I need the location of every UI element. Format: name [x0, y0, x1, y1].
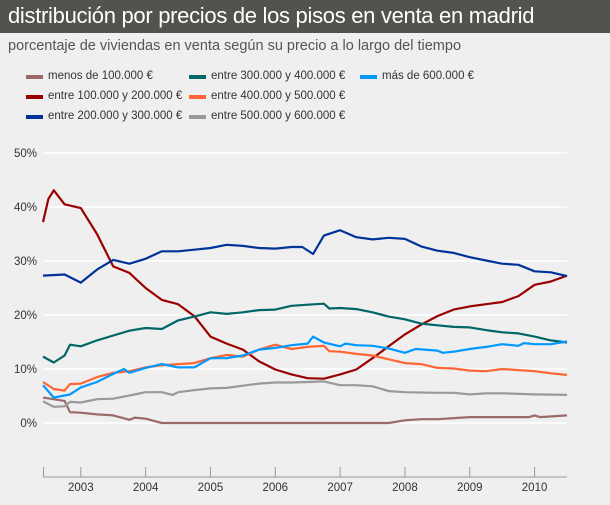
y-tick-label: 30% — [14, 256, 37, 268]
x-tick-label: 2009 — [457, 482, 483, 494]
y-tick-label: 10% — [14, 364, 37, 376]
x-tick-label: 2006 — [262, 482, 288, 494]
chart-title: distribución por precios de los pisos en… — [8, 3, 535, 28]
legend-swatch — [189, 115, 206, 119]
series-line — [41, 189, 568, 380]
chart-subtitle: porcentaje de viviendas en venta según s… — [8, 38, 462, 54]
legend-swatch — [360, 75, 377, 79]
legend-label: entre 100.000 y 200.000 € — [48, 90, 183, 102]
legend-label: entre 300.000 y 400.000 € — [211, 70, 346, 82]
legend-label: entre 200.000 y 300.000 € — [48, 110, 183, 122]
legend-label: entre 500.000 y 600.000 € — [211, 110, 346, 122]
x-tick-label: 2008 — [392, 482, 418, 494]
y-tick-label: 0% — [20, 418, 37, 430]
y-tick-label: 40% — [14, 202, 37, 214]
legend-label: menos de 100.000 € — [48, 70, 153, 82]
legend-swatch — [189, 75, 206, 79]
series-line — [42, 302, 568, 364]
series-line — [42, 380, 568, 408]
legend-swatch — [189, 95, 206, 99]
y-tick-label: 50% — [14, 148, 37, 160]
series-line — [42, 335, 568, 399]
series-line — [42, 229, 568, 284]
series-line — [42, 396, 568, 425]
legend-swatch — [26, 75, 43, 79]
legend-label: más de 600.000 € — [382, 70, 475, 82]
legend-label: entre 400.000 y 500.000 € — [211, 90, 346, 102]
legend-swatch — [26, 95, 43, 99]
y-tick-label: 20% — [14, 310, 37, 322]
legend-swatch — [26, 115, 43, 119]
x-tick-label: 2010 — [522, 482, 548, 494]
x-tick-label: 2003 — [68, 482, 94, 494]
title-bar: distribución por precios de los pisos en… — [0, 0, 610, 33]
x-tick-label: 2007 — [327, 482, 353, 494]
x-tick-label: 2005 — [198, 482, 224, 494]
x-tick-label: 2004 — [133, 482, 159, 494]
series-line — [42, 343, 568, 392]
